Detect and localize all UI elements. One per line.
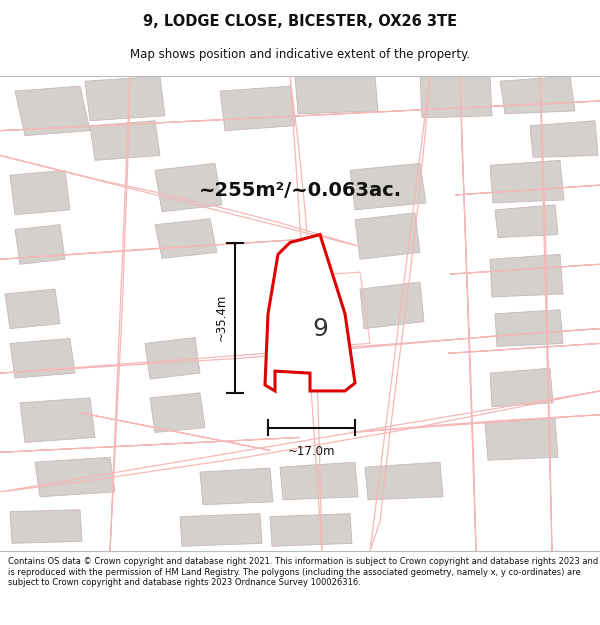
Text: Contains OS data © Crown copyright and database right 2021. This information is : Contains OS data © Crown copyright and d… xyxy=(8,557,598,587)
Text: ~17.0m: ~17.0m xyxy=(288,446,335,458)
Polygon shape xyxy=(365,462,443,500)
Polygon shape xyxy=(150,393,205,432)
Text: 9, LODGE CLOSE, BICESTER, OX26 3TE: 9, LODGE CLOSE, BICESTER, OX26 3TE xyxy=(143,14,457,29)
Polygon shape xyxy=(495,310,563,346)
Polygon shape xyxy=(350,163,426,210)
Polygon shape xyxy=(10,510,82,543)
Polygon shape xyxy=(490,161,564,203)
Polygon shape xyxy=(85,76,165,121)
Polygon shape xyxy=(270,514,352,546)
Polygon shape xyxy=(180,514,262,546)
Polygon shape xyxy=(35,458,115,497)
Polygon shape xyxy=(490,368,553,407)
Polygon shape xyxy=(295,76,378,114)
Polygon shape xyxy=(90,121,160,161)
Polygon shape xyxy=(155,219,217,258)
Polygon shape xyxy=(155,163,222,212)
Polygon shape xyxy=(265,234,355,391)
Polygon shape xyxy=(495,205,558,238)
Polygon shape xyxy=(500,76,575,114)
Polygon shape xyxy=(355,213,420,259)
Polygon shape xyxy=(360,282,424,329)
Polygon shape xyxy=(145,338,200,379)
Polygon shape xyxy=(20,398,95,442)
Polygon shape xyxy=(420,76,492,118)
Polygon shape xyxy=(10,339,75,378)
Polygon shape xyxy=(15,86,90,136)
Polygon shape xyxy=(200,468,273,505)
Polygon shape xyxy=(15,224,65,264)
Polygon shape xyxy=(5,289,60,329)
Text: Map shows position and indicative extent of the property.: Map shows position and indicative extent… xyxy=(130,48,470,61)
Polygon shape xyxy=(10,170,70,215)
Polygon shape xyxy=(220,86,295,131)
Polygon shape xyxy=(530,121,598,158)
Text: ~35.4m: ~35.4m xyxy=(215,294,227,341)
Polygon shape xyxy=(280,462,358,500)
Polygon shape xyxy=(490,254,563,297)
Text: ~255m²/~0.063ac.: ~255m²/~0.063ac. xyxy=(199,181,401,199)
Polygon shape xyxy=(485,419,558,460)
Text: 9: 9 xyxy=(312,317,328,341)
